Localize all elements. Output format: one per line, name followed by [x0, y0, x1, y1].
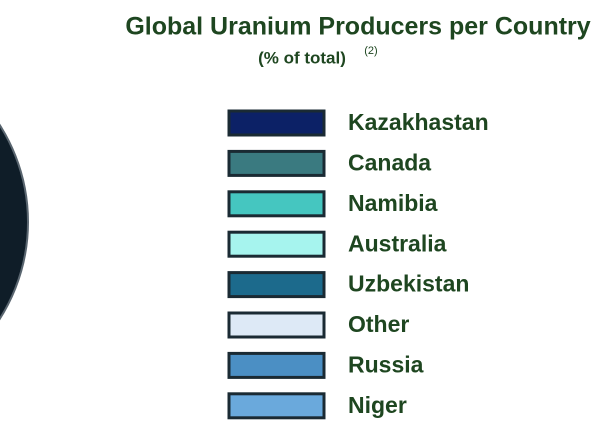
- legend-swatch: [227, 190, 326, 218]
- legend-swatch: [227, 351, 326, 379]
- legend-swatch: [227, 392, 326, 420]
- pie-edge: [0, 123, 29, 321]
- legend: Kazakhastan Canada Namibia Australia Uzbekis…: [227, 109, 489, 420]
- legend-label: Australia: [348, 230, 447, 256]
- legend-label: Kazakhastan: [348, 109, 489, 135]
- legend-swatch: [227, 109, 326, 137]
- legend-label: Uzbekistan: [348, 271, 469, 297]
- chart-title: Global Uranium Producers per Country: [125, 13, 590, 41]
- legend-label: Niger: [348, 392, 407, 418]
- legend-swatch: [227, 149, 326, 177]
- legend-label: Namibia: [348, 190, 438, 216]
- chart-subtitle: (% of total): [258, 48, 346, 67]
- footnote-ref: (2): [364, 45, 377, 57]
- legend-label: Canada: [348, 149, 431, 175]
- legend-swatch: [227, 230, 326, 258]
- legend-swatch: [227, 271, 326, 299]
- legend-label: Other: [348, 311, 409, 337]
- legend-swatch: [227, 311, 326, 339]
- legend-label: Russia: [348, 351, 424, 377]
